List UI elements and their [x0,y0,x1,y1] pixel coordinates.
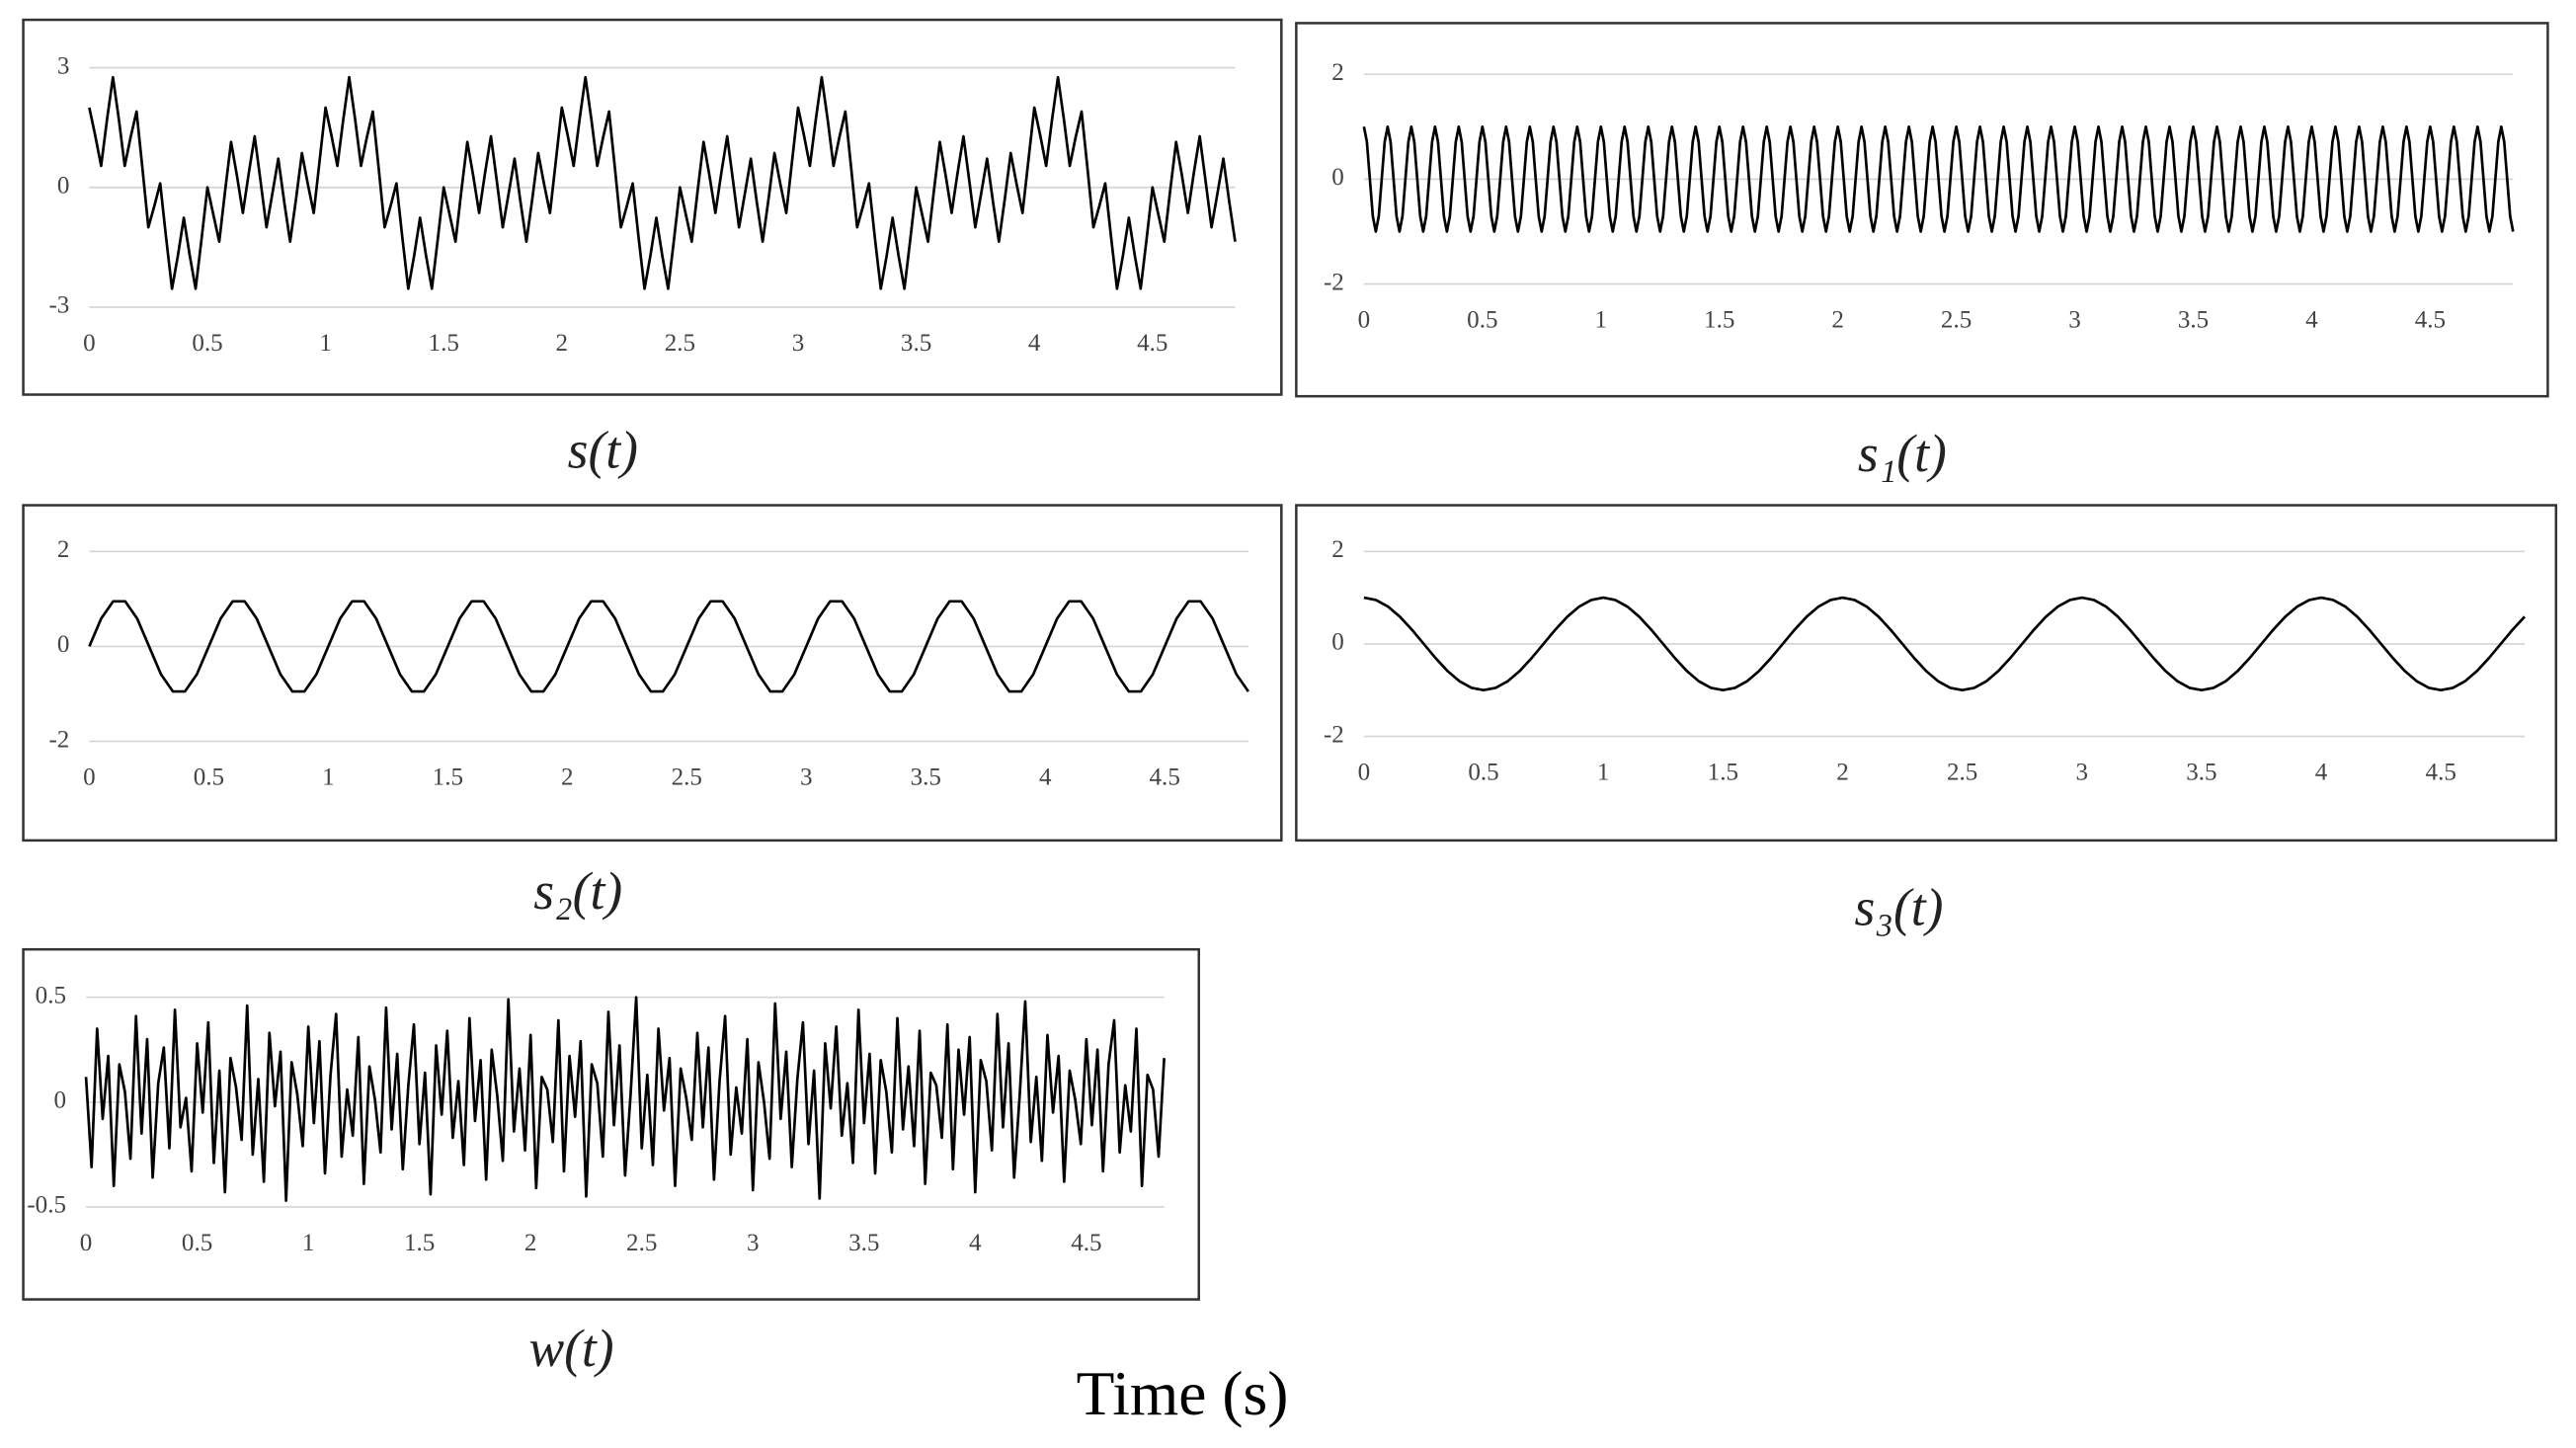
y-tick-label: -3 [48,292,69,319]
x-tick-label: 3.5 [2186,760,2216,786]
x-tick-label: 4 [1028,330,1041,357]
common-x-label: Time (s) [1077,1358,1289,1428]
y-tick-label: 0 [57,631,70,658]
x-tick-label: 3 [2068,307,2081,334]
y-tick-label: -2 [1324,269,1344,295]
x-tick-label: 2 [1831,307,1844,334]
x-tick-label: 0 [83,330,96,357]
x-tick-label: 2.5 [1941,307,1972,334]
x-tick-label: 4.5 [1150,764,1180,791]
x-tick-label: 1 [1595,307,1608,334]
x-tick-label: 3 [792,330,805,357]
x-tick-label: 4 [969,1230,982,1256]
panel-frame [22,18,1283,396]
y-tick-label: 0 [1331,629,1344,656]
x-tick-label: 1 [322,764,335,791]
y-tick-label: 2 [57,536,70,563]
y-tick-label: -2 [48,726,69,753]
chart-panel: -3 0 3 0 0.5 1 1.5 2 2.5 3 3.5 4 4.5 s(t) [22,18,1283,480]
x-tick-label: 0.5 [194,764,224,791]
signal-line [1363,596,2527,692]
x-tick-label: 4.5 [2426,760,2456,786]
x-tick-label: 2 [1836,760,1849,786]
chart-caption: s₂(t) [533,861,622,921]
x-tick-label: 3 [2076,760,2089,786]
x-tick-label: 3 [747,1230,760,1256]
x-tick-label: 2 [561,764,574,791]
x-tick-label: 3.5 [2178,307,2209,334]
x-tick-label: 2.5 [1947,760,1977,786]
panel-frame [22,504,1283,843]
x-tick-label: 1 [319,330,332,357]
x-tick-label: 4.5 [1071,1230,1101,1256]
y-tick-label: 2 [1331,59,1344,86]
x-tick-label: 0.5 [192,330,222,357]
x-tick-label: 0.5 [1468,760,1498,786]
x-tick-label: 1 [1597,760,1610,786]
x-tick-label: 3.5 [911,764,941,791]
x-tick-label: 1 [302,1230,315,1256]
x-tick-label: 0 [1358,760,1371,786]
y-tick-label: 0 [1331,164,1344,191]
x-tick-label: 2 [556,330,569,357]
x-tick-label: 3.5 [901,330,931,357]
y-tick-label: -0.5 [27,1192,66,1219]
chart-caption: s₁(t) [1858,424,1947,483]
x-tick-label: 2.5 [672,764,702,791]
x-tick-label: 0.5 [1467,307,1497,334]
x-tick-label: 0 [80,1230,93,1256]
x-tick-label: 2.5 [626,1230,657,1256]
signal-line [88,600,1249,693]
y-tick-label: 0.5 [36,982,66,1008]
x-tick-label: 1.5 [404,1230,435,1256]
x-tick-label: 1.5 [1708,760,1738,786]
x-tick-label: 4 [1039,764,1052,791]
signal-line [84,996,1166,1202]
y-tick-label: 3 [57,52,70,79]
x-tick-label: 1.5 [1704,307,1734,334]
x-tick-label: 0 [1358,307,1371,334]
y-tick-label: 0 [53,1087,66,1114]
x-tick-label: 2.5 [665,330,695,357]
chart-caption: w(t) [528,1319,613,1378]
x-tick-label: 1.5 [429,330,459,357]
x-tick-label: 1.5 [433,764,463,791]
signal-line [88,75,1237,290]
y-tick-label: 2 [1331,536,1344,563]
x-tick-label: 0 [83,764,96,791]
y-tick-label: 0 [57,172,70,199]
chart-caption: s(t) [568,421,638,480]
x-tick-label: 4 [2305,307,2318,334]
x-tick-label: 4.5 [2415,307,2446,334]
panel-frame [1295,22,2549,398]
y-tick-label: -2 [1324,721,1344,748]
chart-panel: -2 0 2 0 0.5 1 1.5 2 2.5 3 3.5 4 4.5 s₂(t) [22,504,1283,921]
chart-panel: -2 0 2 0 0.5 1 1.5 2 2.5 3 3.5 4 4.5 s₁(t) [1295,22,2549,483]
chart-panel: -2 0 2 0 0.5 1 1.5 2 2.5 3 3.5 4 4.5 s₃(t) [1295,504,2558,937]
x-tick-label: 3.5 [848,1230,879,1256]
x-tick-label: 0.5 [182,1230,212,1256]
x-tick-label: 3 [800,764,813,791]
x-tick-label: 4 [2315,760,2328,786]
x-tick-label: 4.5 [1137,330,1167,357]
chart-panel: -0.5 0 0.5 0 0.5 1 1.5 2 2.5 3 3.5 4 4.5 w(t) [22,947,1200,1378]
chart-caption: s₃(t) [1855,878,1944,937]
x-tick-label: 2 [524,1230,537,1256]
signal-line [1362,124,2515,233]
panel-frame [1295,504,2558,843]
